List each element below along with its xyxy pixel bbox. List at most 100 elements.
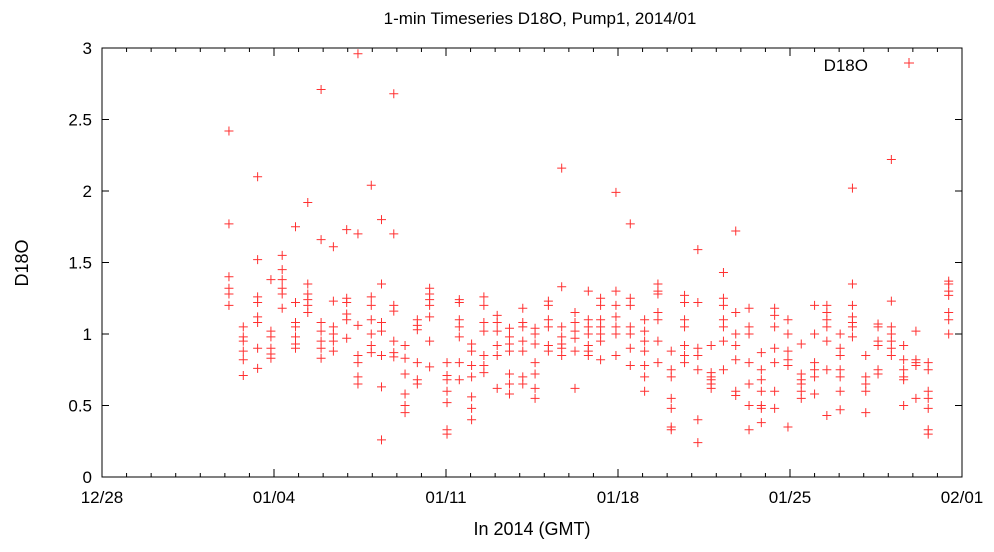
data-point (518, 303, 528, 313)
data-point (543, 300, 553, 310)
y-tick-label: 0 (83, 468, 92, 487)
data-point (353, 229, 363, 239)
data-point (467, 392, 477, 402)
data-point (454, 332, 464, 342)
data-point (731, 340, 741, 350)
data-point (653, 289, 663, 299)
data-point (454, 298, 464, 308)
data-point (822, 365, 832, 375)
data-point (543, 346, 553, 356)
data-point (266, 353, 276, 363)
data-point (479, 350, 489, 360)
data-point (504, 379, 514, 389)
data-point (731, 308, 741, 318)
data-point (873, 369, 883, 379)
data-point (224, 272, 234, 282)
data-point (389, 306, 399, 316)
data-point (530, 383, 540, 393)
data-point (442, 375, 452, 385)
data-point (693, 298, 703, 308)
data-point (640, 386, 650, 396)
data-point (442, 358, 452, 368)
data-point (706, 340, 716, 350)
data-point (400, 353, 410, 363)
data-point (412, 325, 422, 335)
data-point (467, 415, 477, 425)
data-point (353, 49, 363, 59)
data-point (744, 379, 754, 389)
data-point (783, 315, 793, 325)
data-point (224, 126, 234, 136)
legend-label: D18O (824, 56, 868, 75)
data-point (911, 326, 921, 336)
data-point (377, 318, 386, 328)
data-point (353, 379, 363, 389)
data-point (492, 326, 502, 336)
data-point (412, 379, 422, 389)
data-point (847, 332, 857, 342)
data-point (944, 315, 954, 325)
data-point (425, 300, 435, 310)
data-point (328, 346, 338, 356)
data-point (886, 350, 896, 360)
data-point (810, 372, 820, 382)
data-point (923, 393, 933, 403)
data-point (847, 300, 857, 310)
data-point (291, 222, 300, 232)
data-point (640, 360, 650, 370)
data-point (266, 275, 276, 285)
data-point (303, 197, 313, 207)
data-point (238, 346, 248, 356)
data-point (328, 336, 338, 346)
data-point (847, 183, 857, 193)
data-point (366, 300, 376, 310)
y-tick-label: 2.5 (68, 111, 92, 130)
data-point (454, 322, 464, 332)
y-tick-label: 1.5 (68, 254, 92, 273)
data-point (425, 336, 435, 346)
data-point (253, 172, 263, 182)
data-point (253, 298, 263, 308)
data-point (611, 286, 621, 296)
data-point (810, 329, 820, 339)
data-point (467, 360, 477, 370)
data-point (353, 358, 363, 368)
data-point (899, 375, 909, 385)
data-point (861, 386, 871, 396)
data-point (303, 279, 313, 289)
data-point (640, 326, 650, 336)
data-point (783, 346, 793, 356)
data-point (277, 265, 287, 275)
data-point (467, 372, 477, 382)
y-tick-label: 0.5 (68, 397, 92, 416)
data-point (640, 315, 650, 325)
data-point (680, 298, 690, 308)
y-axis-label: D18O (12, 239, 32, 286)
data-point (653, 315, 663, 325)
legend: D18O (824, 56, 914, 75)
data-point (783, 422, 793, 432)
data-point (770, 343, 780, 353)
data-point (253, 318, 263, 328)
data-point (625, 300, 635, 310)
data-point (693, 365, 703, 375)
data-point (899, 401, 909, 410)
data-point (861, 350, 871, 360)
data-point (899, 355, 909, 365)
data-point (693, 438, 703, 448)
data-point (253, 363, 263, 373)
data-point (770, 386, 780, 396)
data-point (224, 289, 234, 299)
data-point (770, 403, 780, 413)
data-point (425, 312, 435, 322)
data-point (454, 358, 464, 368)
data-point (454, 375, 464, 385)
data-point (412, 358, 422, 368)
data-point (530, 339, 540, 349)
data-point (625, 343, 635, 353)
data-point (530, 393, 540, 403)
data-point (693, 415, 703, 425)
data-point (377, 382, 386, 392)
data-point (366, 292, 376, 302)
